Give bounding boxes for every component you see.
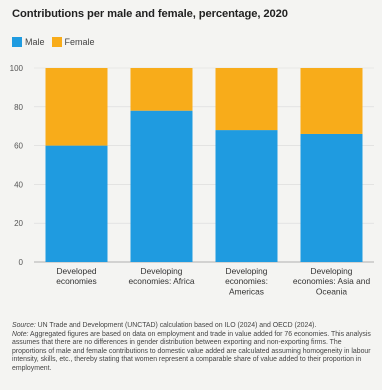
y-tick-label: 60: [14, 142, 23, 151]
x-tick-label-line: economies: [56, 276, 97, 286]
bar-female-3: [300, 68, 363, 134]
legend-swatch-male: [12, 37, 22, 47]
source-text: UN Trade and Development (UNCTAD) calcul…: [37, 322, 317, 329]
x-tick-label-line: economies: Asia and: [293, 276, 371, 286]
x-tick-label: Developing economies: Africa: [128, 266, 194, 286]
source-note: Source: UN Trade and Development (UNCTAD…: [12, 322, 374, 331]
x-tick-label-line: economies:: [225, 276, 268, 286]
x-tick-label-line: Developed: [56, 266, 96, 276]
x-tick-label: Developed economies: [56, 266, 97, 286]
bar-female-0: [45, 68, 108, 146]
chart-footer: Source: UN Trade and Development (UNCTAD…: [12, 322, 374, 374]
note-text: Aggregated figures are based on data on …: [12, 330, 371, 372]
bar-male-1: [130, 110, 193, 263]
x-tick-label-line: Developing: [226, 266, 268, 276]
x-tick-label-line: Developing: [141, 266, 183, 276]
legend-label-male: Male: [25, 37, 45, 47]
x-tick-label-line: Oceania: [316, 286, 348, 296]
note-label: Note:: [12, 330, 29, 338]
legend-item-female: Female: [51, 37, 95, 47]
legend-label-female: Female: [64, 37, 95, 47]
methodology-note: Note: Aggregated figures are based on da…: [12, 331, 374, 374]
bar-female-2: [215, 68, 278, 131]
chart-title: Contributions per male and female, perce…: [12, 8, 288, 20]
y-tick-label: 0: [19, 258, 24, 267]
bar-male-2: [215, 130, 278, 262]
stacked-bar-chart: 0 20 40 60 80 100 Developed economies Developing…: [10, 64, 374, 296]
y-tick-label: 40: [14, 180, 23, 189]
legend-item-male: Male: [12, 37, 45, 47]
source-label: Source:: [12, 322, 36, 329]
x-tick-label-line: Developing: [311, 266, 353, 276]
bar-male-3: [300, 133, 363, 262]
chart-legend: Male Female: [12, 35, 102, 49]
x-tick-label-line: economies: Africa: [128, 276, 194, 286]
x-tick-label: Developing economies: Asia and Oceania: [293, 266, 371, 296]
y-tick-label: 80: [14, 103, 23, 112]
y-tick-label: 100: [10, 64, 24, 73]
x-tick-label: Developing economies: Americas: [225, 266, 268, 296]
bar-female-1: [130, 68, 193, 111]
y-tick-label: 20: [14, 219, 23, 228]
legend-swatch-female: [51, 37, 62, 47]
bar-male-0: [45, 145, 108, 262]
x-tick-label-line: Americas: [229, 286, 264, 296]
